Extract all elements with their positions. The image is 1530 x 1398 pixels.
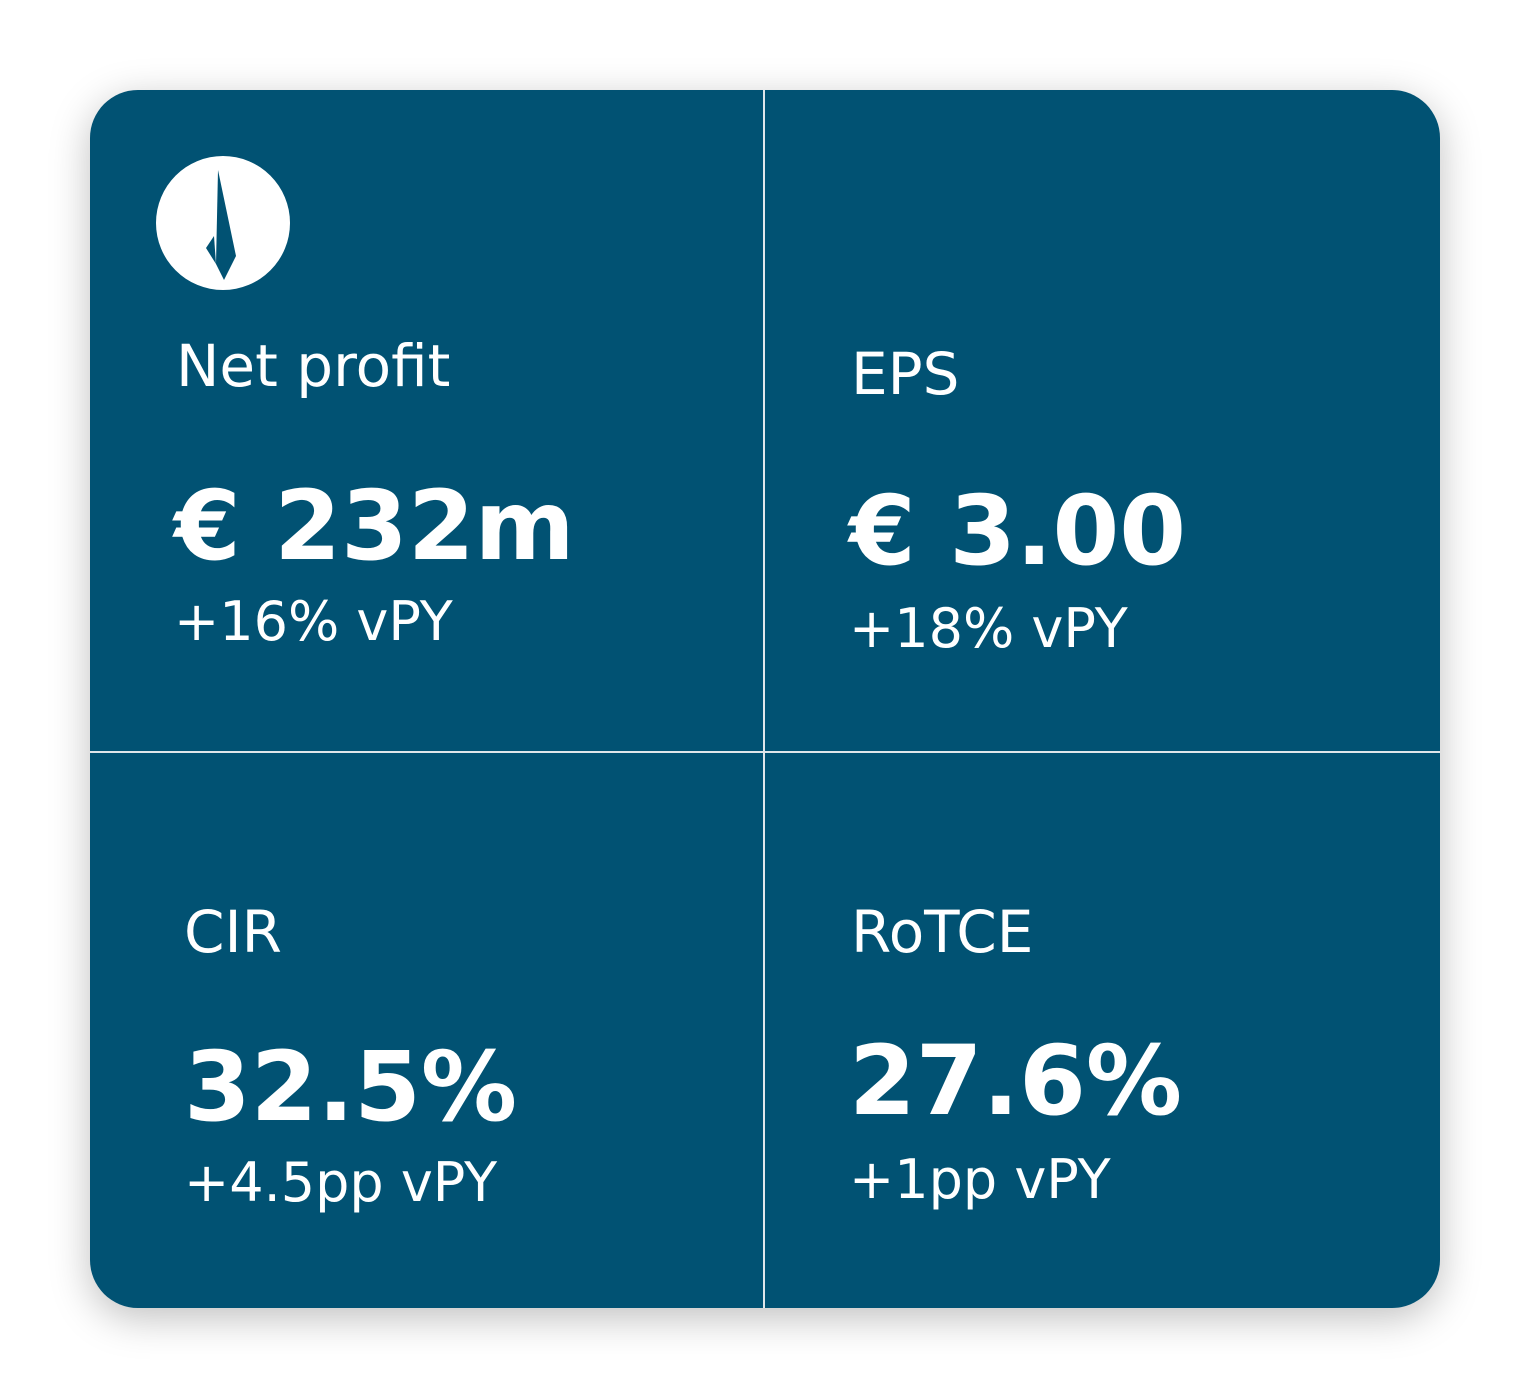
kpi-change: +18% vPY xyxy=(849,597,1128,660)
kpi-card: Net profit € 232m +16% vPY EPS € 3.00 +1… xyxy=(90,90,1440,1308)
logo xyxy=(156,156,290,290)
kpi-change: +1pp vPY xyxy=(849,1148,1111,1211)
kpi-value: € 3.00 xyxy=(849,475,1187,587)
kpi-value: 32.5% xyxy=(184,1031,518,1143)
kpi-change: +16% vPY xyxy=(174,590,453,653)
kpi-label: EPS xyxy=(851,340,960,408)
kpi-label: RoTCE xyxy=(851,898,1034,966)
kpi-tile: Net profit € 232m +16% vPY xyxy=(90,90,763,751)
kpi-tile: EPS € 3.00 +18% vPY xyxy=(765,90,1440,751)
kpi-tile: CIR 32.5% +4.5pp vPY xyxy=(90,753,763,1308)
kpi-value: € 232m xyxy=(174,470,575,582)
kpi-value: 27.6% xyxy=(849,1025,1183,1137)
kpi-change: +4.5pp vPY xyxy=(184,1151,498,1214)
kpi-tile: RoTCE 27.6% +1pp vPY xyxy=(765,753,1440,1308)
kpi-label: CIR xyxy=(184,898,282,966)
kpi-label: Net profit xyxy=(176,332,451,400)
